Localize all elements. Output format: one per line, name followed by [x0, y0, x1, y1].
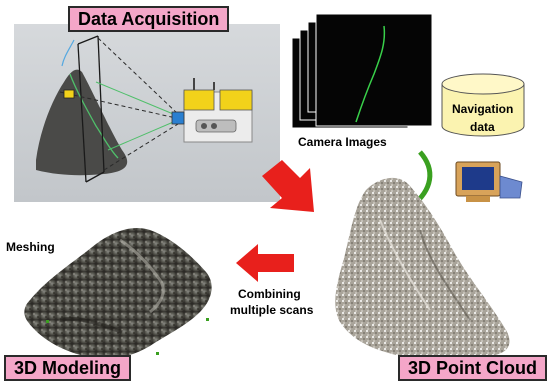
point-cloud-label: 3D Point Cloud: [398, 355, 547, 381]
red-arrow-down-right: [262, 160, 314, 212]
mesh-model-render: [24, 227, 212, 359]
data-acquisition-panel: [14, 24, 280, 202]
target-marker: [63, 89, 75, 99]
navigation-label: Navigation: [452, 102, 514, 116]
combining-label-line2: multiple scans: [230, 303, 314, 317]
laser-scanner: [171, 78, 253, 143]
navigation-data-label: data: [470, 120, 495, 134]
modeling-label: 3D Modeling: [4, 355, 131, 381]
scan-frame: [77, 35, 105, 183]
camera-image-stack: [291, 13, 433, 129]
scan-rays-green: [95, 81, 179, 151]
rock-face: [36, 69, 128, 176]
navigation-data-cylinder: [441, 73, 525, 137]
laser-trace: [69, 73, 119, 159]
computer-icon: [455, 161, 523, 202]
combining-label-line1: Combining: [238, 287, 301, 301]
camera-images-label: Camera Images: [298, 135, 387, 149]
scan-rays: [59, 37, 179, 171]
meshing-label: Meshing: [6, 240, 55, 254]
point-cloud-render: [335, 177, 510, 360]
red-arrow-left: [236, 244, 294, 282]
data-acquisition-label: Data Acquisition: [68, 6, 230, 32]
